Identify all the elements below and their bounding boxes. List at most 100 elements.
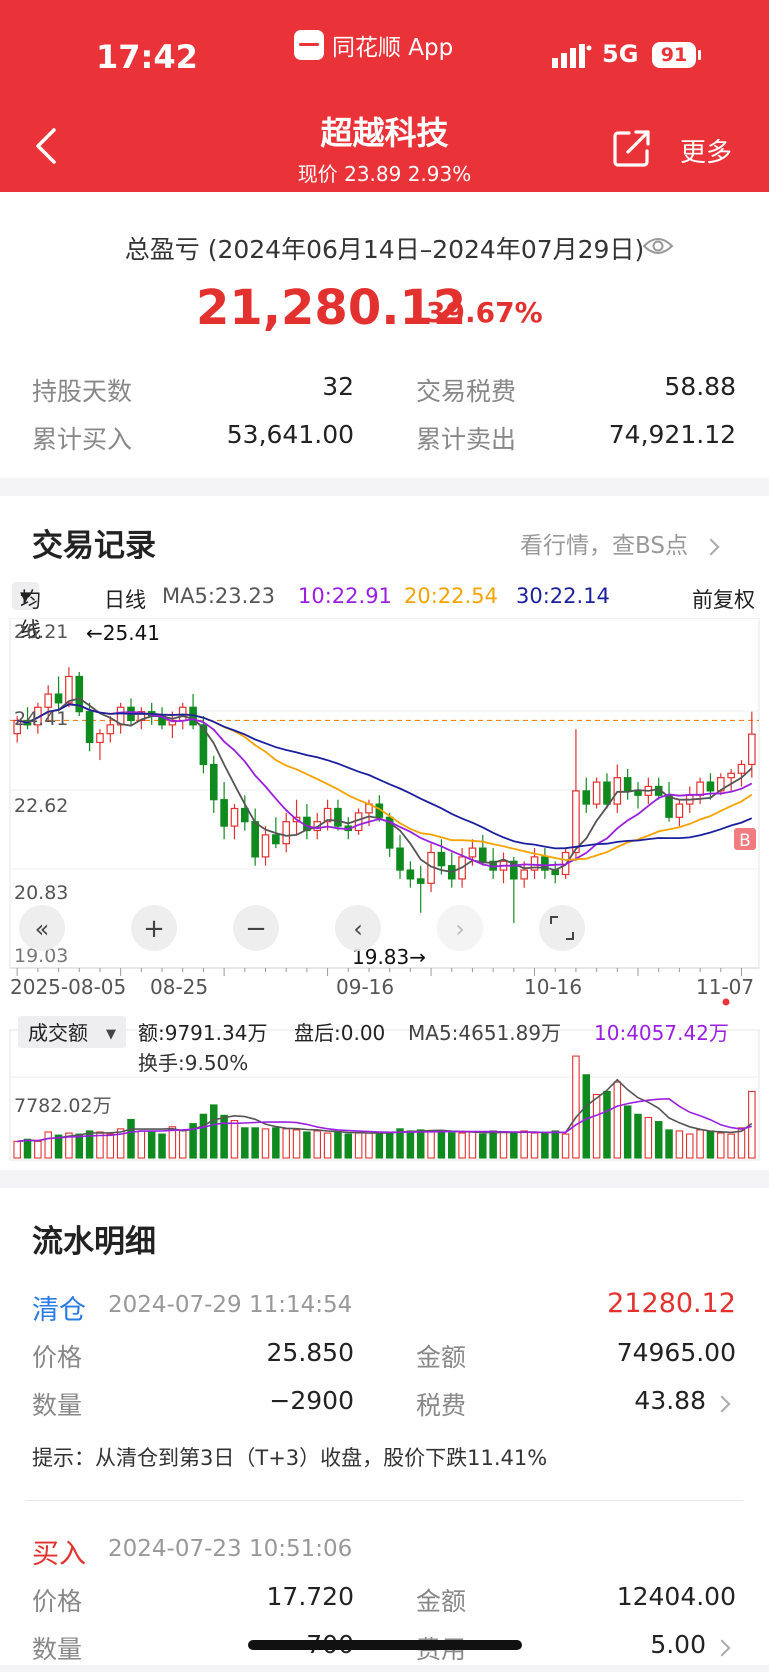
volume-bar (416, 1129, 425, 1159)
candle (706, 773, 715, 800)
candle-body (220, 799, 228, 827)
flow-record-buy[interactable]: 买入 2024-07-23 10:51:06 价格 17.720 金额 1240… (0, 1532, 769, 1672)
ma5-line (17, 697, 753, 873)
flow-title: 流水明细 (32, 1224, 156, 1260)
prev-button[interactable]: ‹ (335, 905, 381, 951)
volume-bar (437, 1130, 446, 1159)
volume-bar (520, 1130, 528, 1159)
candle-body (748, 733, 756, 766)
period-label[interactable]: 日线 (104, 588, 146, 612)
x-tick: 2025-08-05 (10, 975, 126, 999)
amount-label: 金额 (416, 1587, 467, 1616)
volume-bar (427, 1130, 435, 1159)
volume-bar (385, 1131, 394, 1159)
more-button[interactable]: 更多 (680, 138, 733, 168)
candle-body (13, 719, 21, 735)
volume-bar (303, 1131, 311, 1159)
volume-bar (34, 1140, 42, 1159)
volume-bar (623, 1105, 632, 1159)
volume-bar (220, 1114, 228, 1159)
candle-body (437, 851, 446, 867)
flow-record-clear[interactable]: 清仓 2024-07-29 11:14:54 21280.12 价格 25.85… (0, 1288, 769, 1488)
view-market-label: 看行情，查BS点 (520, 533, 688, 559)
scroll-left-button[interactable]: « (19, 905, 65, 951)
buy-marker[interactable]: B (734, 828, 756, 851)
candle-body (696, 781, 704, 796)
svg-text:+: + (143, 914, 165, 944)
candle-body (54, 693, 63, 704)
candle-body (530, 856, 539, 871)
trade-record-card: 交易记录 看行情，查BS点 均线 ▾ 日线 MA5:23.23 10:22.91… (0, 496, 769, 1170)
volume-bar (178, 1129, 187, 1159)
volume-bar (468, 1131, 477, 1159)
volume-bar (654, 1121, 663, 1159)
candle-body (209, 763, 218, 801)
candle-body (572, 790, 580, 854)
volume-bar (696, 1129, 704, 1159)
ma20-value: 20:22.54 (404, 584, 498, 608)
candle (572, 729, 580, 862)
zoom-out-button[interactable]: − (233, 905, 279, 951)
candle (106, 716, 115, 743)
volume-bar (127, 1118, 135, 1159)
current-price: 现价 23.89 2.93% (297, 162, 472, 186)
volume-bar (251, 1127, 259, 1159)
tax-fee-value: 43.88 (634, 1386, 706, 1415)
candle (592, 777, 601, 809)
volume-bar (44, 1131, 52, 1159)
view-market-link[interactable]: 看行情，查BS点 (520, 526, 720, 560)
ma-legend-row: 均线 ▾ 日线 MA5:23.23 10:22.91 20:22.54 30:2… (0, 582, 769, 642)
candle-body (675, 803, 684, 818)
volume-bar (54, 1134, 63, 1159)
record-time: 2024-07-29 11:14:54 (108, 1292, 353, 1318)
candle-body (199, 724, 208, 766)
volume-bar (447, 1132, 456, 1159)
candle-body (75, 675, 84, 713)
volume-bar (727, 1133, 735, 1159)
share-icon[interactable] (612, 128, 652, 168)
candle (96, 729, 104, 761)
volume-bar (499, 1131, 508, 1159)
volume-bar (241, 1127, 249, 1159)
ma-select[interactable]: 均线 ▾ (12, 582, 41, 642)
candle (199, 716, 208, 774)
volume-bar (13, 1140, 21, 1159)
candle (727, 768, 735, 791)
next-button[interactable]: › (437, 905, 483, 951)
kline-chart[interactable]: 26.21 24.41 22.62 20.83 19.03 ←25.41 19.… (0, 618, 769, 1163)
volume-bar (717, 1132, 725, 1159)
quantity-value: −2900 (269, 1386, 354, 1415)
ma10-value: 10:22.91 (298, 584, 392, 608)
y-tick: 24.41 (14, 708, 68, 730)
volume-select-label: 成交额 (28, 1021, 88, 1045)
quantity-label: 数量 (32, 1635, 83, 1664)
back-arrow-icon[interactable] (32, 126, 62, 166)
svg-text:›: › (455, 915, 465, 943)
fullscreen-button[interactable] (539, 905, 585, 951)
candle-body (623, 777, 632, 792)
volume-panel-frame (9, 1029, 760, 1161)
price-label: 价格 (32, 1587, 83, 1616)
candle (613, 764, 622, 813)
candle-body (230, 807, 239, 827)
candle-body (396, 847, 404, 871)
home-indicator[interactable] (248, 1640, 522, 1650)
ma5-value: MA5:23.23 (162, 584, 276, 608)
tax-value: 58.88 (664, 372, 736, 401)
volume-bar (313, 1130, 322, 1159)
volume-select[interactable] (18, 1016, 126, 1048)
total-sell-value: 74,921.12 (608, 420, 736, 449)
volume-ma5: MA5:4651.89万 (408, 1021, 561, 1045)
status-time: 17:42 (96, 38, 198, 76)
eye-icon[interactable] (642, 234, 674, 258)
status-app-indicator[interactable]: 同花顺 App (294, 28, 453, 62)
volume-bar (592, 1094, 601, 1159)
candle (416, 865, 425, 913)
candle-body (510, 860, 518, 880)
zoom-in-button[interactable]: + (131, 905, 177, 951)
candle (634, 782, 642, 809)
volume-bar (158, 1133, 166, 1159)
app-logo-icon (294, 30, 324, 60)
adjust-label[interactable]: 前复权 (692, 588, 755, 612)
candle-body (592, 781, 601, 805)
